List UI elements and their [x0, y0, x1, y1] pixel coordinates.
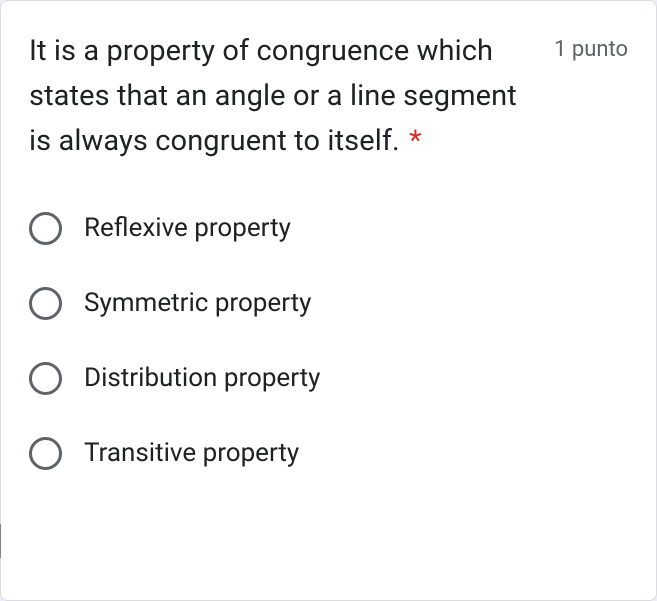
question-text-wrap: It is a property of congruence which sta…	[29, 29, 538, 164]
radio-icon	[29, 437, 62, 470]
report-tab[interactable]	[0, 524, 1, 558]
options-group: Reflexive property Symmetric property Di…	[29, 212, 628, 470]
radio-icon	[29, 362, 62, 395]
question-header: It is a property of congruence which sta…	[29, 29, 628, 164]
radio-icon	[29, 287, 62, 320]
option-distribution[interactable]: Distribution property	[29, 362, 628, 395]
radio-icon	[29, 212, 62, 245]
question-card: It is a property of congruence which sta…	[0, 0, 657, 601]
option-label: Transitive property	[84, 438, 299, 468]
option-reflexive[interactable]: Reflexive property	[29, 212, 628, 245]
option-label: Reflexive property	[84, 213, 291, 243]
question-text: It is a property of congruence which sta…	[29, 34, 517, 158]
option-label: Symmetric property	[84, 288, 311, 318]
option-transitive[interactable]: Transitive property	[29, 437, 628, 470]
required-marker: *	[409, 124, 422, 158]
option-symmetric[interactable]: Symmetric property	[29, 287, 628, 320]
points-label: 1 punto	[554, 29, 628, 62]
option-label: Distribution property	[84, 363, 320, 393]
